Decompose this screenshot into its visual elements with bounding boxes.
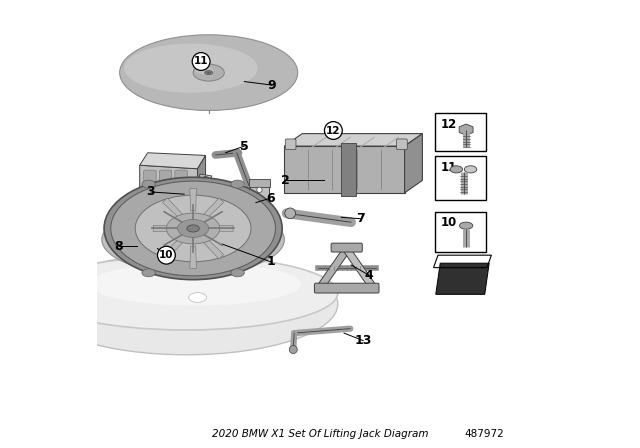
- Polygon shape: [317, 250, 351, 286]
- FancyBboxPatch shape: [341, 143, 356, 196]
- Ellipse shape: [124, 43, 258, 93]
- Circle shape: [202, 177, 209, 183]
- Text: 11: 11: [194, 56, 209, 66]
- Ellipse shape: [193, 64, 224, 81]
- FancyBboxPatch shape: [144, 170, 156, 189]
- Ellipse shape: [177, 220, 209, 237]
- Text: 2020 BMW X1 Set Of Lifting Jack Diagram: 2020 BMW X1 Set Of Lifting Jack Diagram: [212, 429, 428, 439]
- Polygon shape: [163, 198, 182, 218]
- Polygon shape: [153, 225, 175, 232]
- Ellipse shape: [90, 263, 301, 306]
- Text: 13: 13: [355, 334, 372, 347]
- Ellipse shape: [111, 181, 275, 276]
- Polygon shape: [119, 230, 132, 245]
- Polygon shape: [404, 134, 422, 193]
- Ellipse shape: [207, 72, 211, 74]
- Ellipse shape: [120, 35, 298, 111]
- Ellipse shape: [111, 213, 275, 269]
- Ellipse shape: [205, 71, 212, 75]
- Polygon shape: [436, 263, 489, 294]
- Text: 2: 2: [282, 174, 290, 187]
- Text: 12: 12: [440, 117, 456, 130]
- Polygon shape: [342, 250, 377, 286]
- Ellipse shape: [195, 66, 213, 74]
- Ellipse shape: [465, 166, 477, 173]
- FancyBboxPatch shape: [159, 170, 172, 189]
- Text: 487972: 487972: [465, 429, 504, 439]
- Circle shape: [257, 197, 262, 202]
- Text: 1: 1: [267, 255, 275, 268]
- Text: 5: 5: [240, 140, 249, 153]
- Polygon shape: [190, 189, 196, 211]
- Ellipse shape: [231, 180, 244, 188]
- Polygon shape: [204, 239, 223, 259]
- Polygon shape: [204, 198, 223, 218]
- Polygon shape: [459, 124, 473, 135]
- FancyBboxPatch shape: [250, 181, 269, 211]
- FancyBboxPatch shape: [314, 283, 379, 293]
- Text: 7: 7: [356, 212, 364, 225]
- Text: 3: 3: [147, 185, 155, 198]
- Ellipse shape: [104, 177, 282, 280]
- Text: 10: 10: [440, 216, 456, 229]
- Circle shape: [157, 246, 175, 264]
- Ellipse shape: [460, 222, 473, 229]
- Ellipse shape: [187, 225, 199, 232]
- Ellipse shape: [231, 269, 244, 277]
- Ellipse shape: [450, 166, 463, 173]
- Ellipse shape: [35, 254, 338, 355]
- Circle shape: [257, 187, 262, 193]
- Circle shape: [192, 52, 210, 70]
- FancyBboxPatch shape: [175, 170, 188, 189]
- Polygon shape: [163, 239, 182, 259]
- Text: 6: 6: [266, 192, 275, 205]
- Ellipse shape: [166, 213, 220, 244]
- Polygon shape: [190, 246, 196, 268]
- Ellipse shape: [102, 205, 284, 274]
- Polygon shape: [198, 155, 205, 188]
- Text: 4: 4: [365, 269, 373, 282]
- Polygon shape: [199, 174, 212, 185]
- Circle shape: [324, 121, 342, 139]
- Polygon shape: [140, 153, 205, 169]
- Text: 12: 12: [326, 125, 340, 135]
- FancyBboxPatch shape: [397, 139, 407, 150]
- Ellipse shape: [142, 180, 156, 188]
- Circle shape: [285, 208, 296, 219]
- Polygon shape: [131, 226, 145, 241]
- Polygon shape: [284, 146, 404, 193]
- Ellipse shape: [189, 293, 207, 302]
- Text: 8: 8: [115, 240, 123, 253]
- FancyBboxPatch shape: [435, 113, 486, 151]
- FancyBboxPatch shape: [435, 212, 486, 252]
- Ellipse shape: [35, 256, 338, 330]
- FancyBboxPatch shape: [249, 179, 270, 187]
- Ellipse shape: [142, 269, 156, 277]
- Circle shape: [289, 345, 298, 353]
- FancyBboxPatch shape: [285, 139, 296, 150]
- Ellipse shape: [135, 195, 251, 262]
- Polygon shape: [140, 165, 198, 193]
- Text: 10: 10: [159, 250, 173, 260]
- Polygon shape: [211, 225, 233, 232]
- Text: 9: 9: [268, 78, 276, 91]
- Text: 11: 11: [440, 161, 456, 174]
- FancyBboxPatch shape: [331, 243, 362, 252]
- FancyBboxPatch shape: [435, 156, 486, 200]
- Polygon shape: [284, 134, 422, 146]
